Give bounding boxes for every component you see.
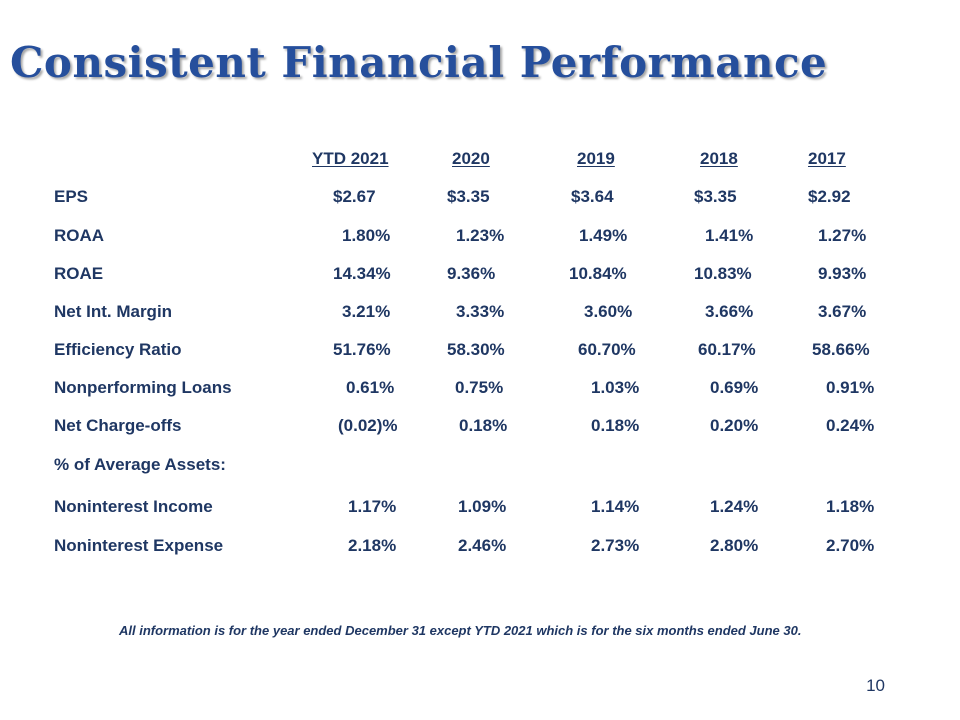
nonperforming-loans-2017: 0.91% — [826, 378, 875, 397]
roae-2018: 10.83% — [694, 264, 752, 283]
eps-2017: $2.92 — [808, 187, 851, 206]
net-int-margin-2019: 3.60% — [584, 302, 633, 321]
page-number: 10 — [866, 676, 885, 695]
row-label-noninterest-income: Noninterest Income — [54, 497, 213, 516]
efficiency-ratio-2020: 58.30% — [447, 340, 505, 359]
row-label-eps: EPS — [54, 187, 89, 206]
column-header-2020: 2020 — [452, 149, 490, 168]
roae-ytd-2021: 14.34% — [333, 264, 391, 283]
nonperforming-loans-2020: 0.75% — [455, 378, 504, 397]
net-int-margin-2018: 3.66% — [705, 302, 754, 321]
efficiency-ratio-2019: 60.70% — [578, 340, 636, 359]
net-int-margin-2020: 3.33% — [456, 302, 505, 321]
net-charge-offs-ytd-2021: (0.02)% — [338, 416, 398, 435]
efficiency-ratio-ytd-2021: 51.76% — [333, 340, 391, 359]
noninterest-income-ytd-2021: 1.17% — [348, 497, 397, 516]
column-header-2017: 2017 — [808, 149, 846, 168]
noninterest-expense-2017: 2.70% — [826, 536, 875, 555]
row-label-efficiency-ratio: Efficiency Ratio — [54, 340, 182, 359]
eps-2018: $3.35 — [694, 187, 737, 206]
roae-2017: 9.93% — [818, 264, 867, 283]
roae-2020: 9.36% — [447, 264, 496, 283]
net-charge-offs-2018: 0.20% — [710, 416, 759, 435]
noninterest-income-2019: 1.14% — [591, 497, 640, 516]
roaa-2019: 1.49% — [579, 226, 628, 245]
noninterest-expense-2019: 2.73% — [591, 536, 640, 555]
noninterest-expense-ytd-2021: 2.18% — [348, 536, 397, 555]
eps-2020: $3.35 — [447, 187, 490, 206]
efficiency-ratio-2017: 58.66% — [812, 340, 870, 359]
noninterest-income-2017: 1.18% — [826, 497, 875, 516]
roaa-2018: 1.41% — [705, 226, 754, 245]
row-label-net-charge-offs: Net Charge-offs — [54, 416, 182, 435]
net-int-margin-2017: 3.67% — [818, 302, 867, 321]
row-label-roaa: ROAA — [54, 226, 105, 245]
nonperforming-loans-2019: 1.03% — [591, 378, 640, 397]
noninterest-income-2018: 1.24% — [710, 497, 759, 516]
noninterest-expense-2020: 2.46% — [458, 536, 507, 555]
roaa-ytd-2021: 1.80% — [342, 226, 391, 245]
section-label-average-assets: % of Average Assets: — [54, 455, 226, 474]
eps-ytd-2021: $2.67 — [333, 187, 376, 206]
roaa-2020: 1.23% — [456, 226, 505, 245]
column-header-2019: 2019 — [577, 149, 615, 168]
efficiency-ratio-2018: 60.17% — [698, 340, 756, 359]
column-header-2018: 2018 — [700, 149, 738, 168]
net-charge-offs-2017: 0.24% — [826, 416, 875, 435]
eps-2019: $3.64 — [571, 187, 614, 206]
column-header-ytd-2021: YTD 2021 — [312, 149, 389, 168]
roaa-2017: 1.27% — [818, 226, 867, 245]
roae-2019: 10.84% — [569, 264, 627, 283]
row-label-nonperforming-loans: Nonperforming Loans — [54, 378, 232, 397]
noninterest-expense-2018: 2.80% — [710, 536, 759, 555]
footnote: All information is for the year ended De… — [119, 623, 802, 638]
nonperforming-loans-2018: 0.69% — [710, 378, 759, 397]
row-label-net-int-margin: Net Int. Margin — [54, 302, 173, 321]
noninterest-income-2020: 1.09% — [458, 497, 507, 516]
nonperforming-loans-ytd-2021: 0.61% — [346, 378, 395, 397]
net-int-margin-ytd-2021: 3.21% — [342, 302, 391, 321]
net-charge-offs-2020: 0.18% — [459, 416, 508, 435]
row-label-noninterest-expense: Noninterest Expense — [54, 536, 224, 555]
slide-title: Consistent Financial Performance — [10, 38, 828, 87]
row-label-roae: ROAE — [54, 264, 104, 283]
net-charge-offs-2019: 0.18% — [591, 416, 640, 435]
